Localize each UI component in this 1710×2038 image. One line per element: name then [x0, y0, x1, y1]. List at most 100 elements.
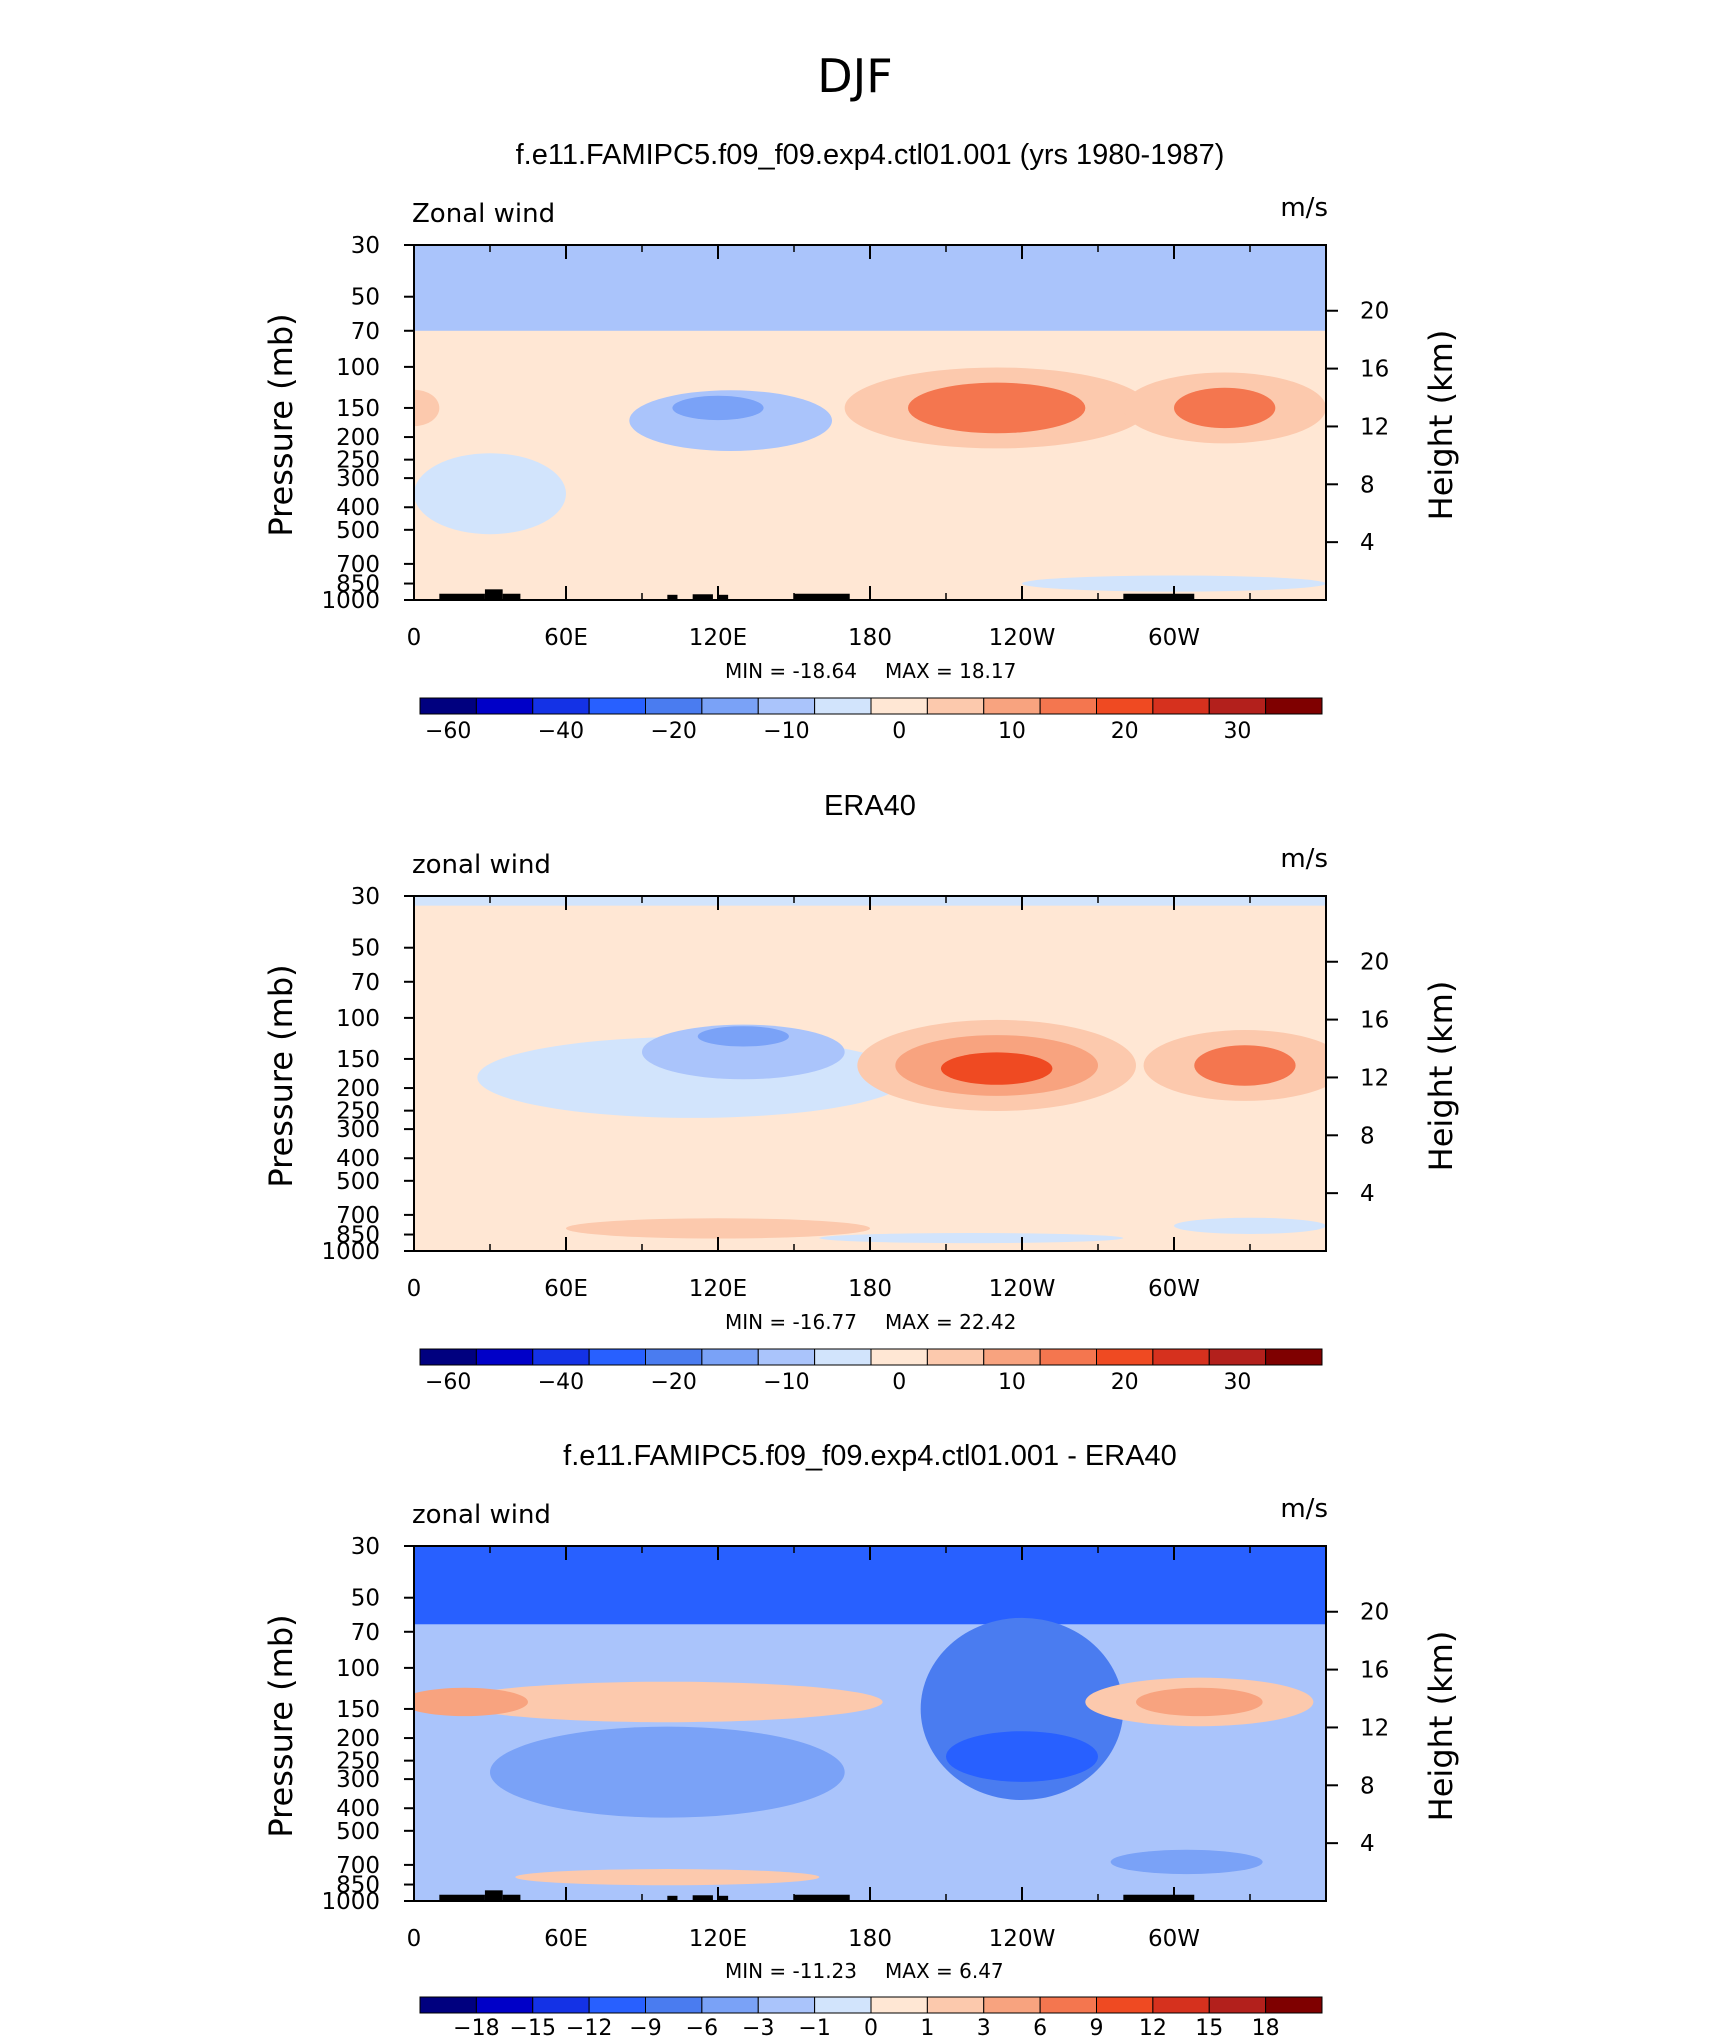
colorbar-label: −10: [763, 1370, 809, 1395]
topography-mask: [502, 1894, 521, 1901]
y-tick-label: 1000: [321, 1889, 380, 1915]
y-tick-label: 400: [336, 495, 380, 521]
colorbar-swatch: [645, 1348, 703, 1366]
colorbar-swatch: [701, 1996, 759, 2014]
colorbar-swatch: [1265, 1996, 1323, 2014]
colorbar-swatch: [926, 1996, 985, 2014]
colorbar-label: 9: [1090, 2016, 1104, 2038]
y-tick-label: 300: [336, 1767, 380, 1793]
y-tick-label: 100: [336, 355, 380, 381]
x-tick-label: 60W: [1148, 1276, 1200, 1302]
right-tick-label: 16: [1360, 357, 1389, 383]
contour-region: [940, 1052, 1053, 1085]
y-tick-label: 500: [336, 1169, 380, 1195]
colorbar-swatch: [419, 697, 477, 715]
y-axis-label-right: Height (km): [1422, 330, 1460, 521]
colorbar-swatch: [475, 1996, 534, 2014]
topography-mask: [667, 594, 678, 600]
colorbar-label: −40: [538, 1370, 584, 1395]
panel-model: f.e11.FAMIPC5.f09_f09.exp4.ctl01.001 (yr…: [262, 139, 1460, 683]
contour-region: [946, 1731, 1098, 1782]
y-tick-label: 150: [336, 396, 380, 422]
right-tick-label: 4: [1360, 1181, 1375, 1207]
contour-region: [1174, 387, 1276, 429]
colorbar-swatch: [475, 1348, 534, 1366]
y-tick-label: 500: [336, 1819, 380, 1845]
colorbar-label: −6: [686, 2016, 718, 2038]
contour-field: [414, 1546, 1326, 1901]
y-tick-label: 700: [336, 1853, 380, 1879]
y-tick-label: 30: [351, 1534, 380, 1560]
x-tick-label: 120W: [989, 1276, 1056, 1302]
stats-min: MIN = -16.77: [725, 1310, 857, 1334]
x-tick-label: 0: [407, 1276, 422, 1302]
y-tick-label: 200: [336, 1076, 380, 1102]
colorbar-model: −60 −40 −20 −10 0 10 20 30: [419, 697, 1323, 744]
x-tick-label: 120E: [689, 1926, 747, 1952]
topography-mask: [667, 1895, 678, 1901]
colorbar-label: 20: [1111, 1370, 1139, 1395]
y-tick-label: 250: [336, 1099, 380, 1125]
y-tick-label: 700: [336, 1203, 380, 1229]
colorbar-label: 18: [1252, 2016, 1280, 2038]
colorbar-swatch: [926, 1348, 985, 1366]
colorbar-label: 10: [998, 719, 1026, 744]
colorbar-swatch: [588, 1348, 646, 1366]
colorbar-swatch: [532, 1996, 590, 2014]
colorbar-swatch: [757, 1996, 816, 2014]
topography-mask: [692, 1895, 713, 1901]
colorbar-swatch: [983, 1996, 1041, 2014]
x-tick-label: 180: [848, 1926, 892, 1952]
colorbar-swatch: [1208, 1996, 1267, 2014]
y-tick-label: 300: [336, 466, 380, 492]
colorbar-swatch: [814, 1996, 872, 2014]
y-tick-label: 200: [336, 1726, 380, 1752]
contour-region: [819, 1232, 1124, 1244]
colorbar-label: −9: [629, 2016, 661, 2038]
y-tick-label: 50: [351, 285, 380, 311]
x-tick-label: 60E: [544, 1926, 588, 1952]
units-label: m/s: [1280, 193, 1328, 223]
x-tick-label: 120W: [989, 1926, 1056, 1952]
topography-mask: [439, 593, 485, 600]
right-tick-label: 12: [1360, 1065, 1389, 1091]
x-tick-label: 0: [407, 625, 422, 651]
y-tick-label: 700: [336, 552, 380, 578]
right-tick-label: 4: [1360, 1831, 1375, 1857]
contour-field: [414, 245, 1326, 600]
right-tick-label: 12: [1360, 1715, 1389, 1741]
y-tick-label: 250: [336, 1749, 380, 1775]
right-tick-label: 4: [1360, 530, 1375, 556]
variable-label: zonal wind: [412, 1500, 551, 1530]
colorbar-swatch: [926, 697, 985, 715]
colorbar-label: 0: [864, 2016, 878, 2038]
y-tick-label: 30: [351, 884, 380, 910]
colorbar-label: −3: [742, 2016, 774, 2038]
y-tick-label: 400: [336, 1146, 380, 1172]
y-tick-label: 200: [336, 425, 380, 451]
topography-mask: [1123, 593, 1195, 600]
contour-region: [452, 1681, 883, 1723]
stats-max: MAX = 18.17: [885, 659, 1016, 683]
topography-mask: [484, 1890, 503, 1901]
x-tick-label: 180: [848, 625, 892, 651]
y-tick-label: 150: [336, 1047, 380, 1073]
colorbar-swatch: [1096, 1996, 1154, 2014]
page-title: DJF: [817, 49, 892, 103]
colorbar-label: 6: [1033, 2016, 1047, 2038]
contour-region: [414, 1687, 528, 1717]
stats-max: MAX = 22.42: [885, 1310, 1016, 1334]
colorbar-swatch: [588, 697, 646, 715]
topography-mask: [718, 594, 729, 600]
contour-region: [490, 1726, 845, 1818]
contour-region: [414, 453, 566, 535]
contour-region: [908, 382, 1086, 434]
colorbar-swatch: [757, 1348, 816, 1366]
topography-mask: [692, 594, 713, 600]
stats-min: MIN = -11.23: [725, 1959, 857, 1983]
colorbar-label: 12: [1139, 2016, 1167, 2038]
right-tick-label: 8: [1360, 472, 1375, 498]
colorbar-label: 30: [1223, 1370, 1251, 1395]
y-axis-label: Pressure (mb): [262, 964, 300, 1187]
y-tick-label: 100: [336, 1006, 380, 1032]
